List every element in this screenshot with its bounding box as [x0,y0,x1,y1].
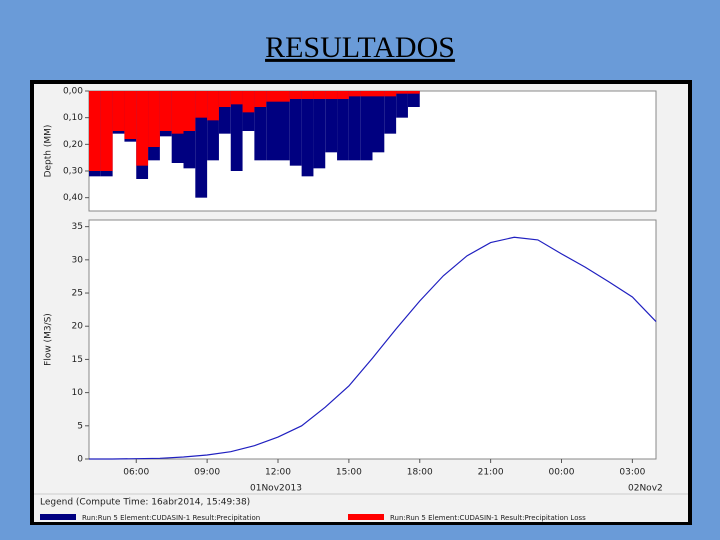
bar [337,91,349,99]
bar [396,91,408,94]
bar [112,91,125,131]
x-tick-label: 21:00 [478,468,504,478]
bar [89,91,101,171]
y-tick-label: 0,30 [63,167,83,177]
bar [148,91,160,147]
bar [325,91,338,99]
y-tick-label: 35 [72,222,83,232]
y-tick-label: 15 [72,355,83,365]
bar [159,91,172,131]
bar [136,91,149,166]
bar [301,91,314,177]
bar [207,91,219,161]
slide-title: RESULTADOS [265,31,455,64]
legend-title: Legend (Compute Time: 16abr2014, 15:49:3… [40,498,250,508]
bar [230,91,243,171]
bar [313,91,326,169]
bar [407,91,420,94]
bar [301,91,314,99]
bar [372,91,385,153]
bar [337,91,349,161]
y-tick-label: 0,00 [63,87,83,97]
x-tick-label: 12:00 [265,468,291,478]
flow-line [89,236,657,460]
x-tick-label: 00:00 [549,468,575,478]
bar [348,91,361,97]
plot-area-bottom [88,219,657,460]
bar [313,91,326,99]
date-label: 01Nov2013 [250,484,302,494]
bar [195,91,208,198]
bar [218,91,231,107]
bar [100,91,113,171]
y-tick-label: 20 [72,322,84,332]
x-tick-label: 03:00 [619,468,645,478]
bar [254,91,267,161]
legend-label: Run:Run 5 Element:CUDASIN-1 Result:Preci… [82,514,260,522]
bar [195,91,208,118]
legend-swatch [348,514,384,520]
bar [384,91,397,134]
bar [254,91,267,107]
bar [183,91,196,131]
bar [360,91,373,161]
bar [289,91,302,166]
bar [242,91,255,113]
y-tick-label: 5 [77,421,83,431]
legend-swatch [40,514,76,520]
bar [360,91,373,97]
bar [384,91,397,97]
bar [278,91,290,161]
bar [278,91,290,102]
date-label: 02Nov2 [628,484,663,494]
y-tick-label: 30 [72,255,84,265]
y-tick-label: 25 [72,289,83,299]
legend-label: Run:Run 5 Element:CUDASIN-1 Result:Preci… [390,514,586,522]
bar [266,91,278,161]
bar [372,91,385,97]
y-tick-label: 10 [72,388,84,398]
y-tick-label: 0,40 [63,193,83,203]
bar [266,91,278,102]
bar [407,91,420,107]
x-tick-label: 15:00 [336,468,362,478]
y-tick-label: 0 [77,455,83,465]
y-axis-label: Depth (MM) [44,125,54,178]
y-axis-label: Flow (M3/S) [44,313,54,366]
bar [207,91,219,121]
y-tick-label: 0,20 [63,140,83,150]
x-tick-label: 06:00 [123,468,149,478]
y-tick-label: 0,10 [63,113,83,123]
bar [230,91,243,105]
bar [124,91,137,139]
x-tick-label: 09:00 [194,468,220,478]
bar [289,91,302,99]
bar [396,91,408,118]
bar [325,91,338,153]
x-tick-label: 18:00 [407,468,433,478]
bar [348,91,361,161]
bar [171,91,184,134]
bar [218,91,231,134]
